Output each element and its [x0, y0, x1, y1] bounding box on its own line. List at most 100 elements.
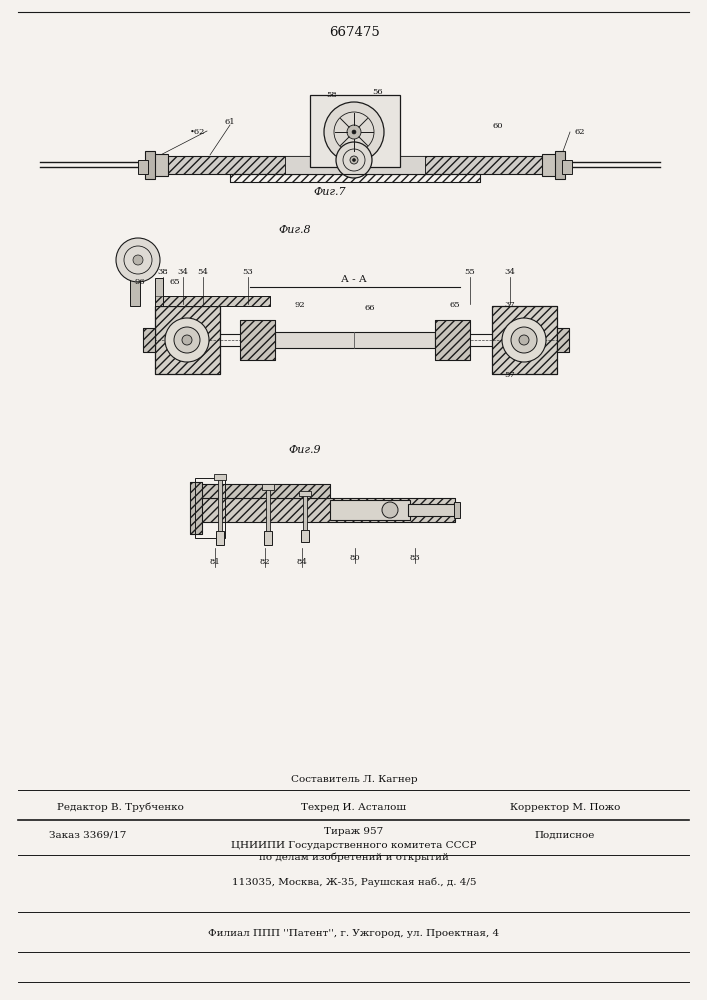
Bar [555, 151, 565, 179]
Circle shape [182, 335, 192, 345]
Circle shape [165, 318, 209, 362]
Bar [435, 320, 470, 360]
Bar [240, 320, 275, 360]
Circle shape [324, 102, 384, 162]
Circle shape [382, 502, 398, 518]
Bar [266, 486, 270, 531]
Bar [155, 306, 220, 374]
Bar [230, 174, 480, 182]
Bar [143, 328, 155, 352]
Text: Заказ 3369/17: Заказ 3369/17 [49, 830, 127, 840]
Bar [155, 296, 270, 306]
Circle shape [353, 158, 356, 161]
Bar [275, 332, 435, 348]
Text: 59: 59 [370, 114, 380, 122]
Bar [454, 502, 460, 518]
Text: 113035, Москва, Ж-35, Раушская наб., д. 4/5: 113035, Москва, Ж-35, Раушская наб., д. … [232, 877, 477, 887]
Bar [492, 306, 557, 374]
Bar [240, 320, 275, 360]
Text: 62: 62 [575, 128, 585, 136]
Text: Филиал ППП ''Патент'', г. Ужгород, ул. Проектная, 4: Филиал ППП ''Патент'', г. Ужгород, ул. П… [209, 930, 500, 938]
Text: Фиг.9: Фиг.9 [288, 445, 321, 455]
Bar [303, 492, 307, 530]
Bar [216, 531, 224, 545]
Text: 66: 66 [365, 304, 375, 312]
Bar [195, 484, 330, 498]
Bar [218, 476, 222, 531]
Circle shape [336, 142, 372, 178]
Circle shape [350, 156, 358, 164]
Bar [195, 498, 455, 522]
Text: 65: 65 [170, 278, 180, 286]
Text: 60: 60 [493, 122, 503, 130]
Bar [165, 156, 285, 174]
Text: 34: 34 [177, 268, 189, 276]
Text: 57: 57 [505, 371, 515, 379]
Text: А - А: А - А [341, 275, 367, 284]
Text: Подписное: Подписное [534, 830, 595, 840]
Bar [148, 154, 168, 176]
Text: 58: 58 [327, 91, 337, 99]
Bar [195, 498, 455, 522]
Text: Редактор В. Трубченко: Редактор В. Трубченко [57, 802, 183, 812]
Bar [195, 484, 330, 498]
Text: Техред И. Асталош: Техред И. Асталош [301, 802, 407, 812]
Bar [195, 478, 225, 538]
Text: Фиг.8: Фиг.8 [279, 225, 311, 235]
Text: 55: 55 [464, 268, 475, 276]
Circle shape [116, 238, 160, 282]
Text: 82: 82 [259, 558, 270, 566]
Bar [214, 474, 226, 480]
Bar [145, 151, 155, 179]
Bar [285, 156, 425, 174]
Text: Фиг.7: Фиг.7 [314, 187, 346, 197]
Text: Тираж 957: Тираж 957 [325, 828, 384, 836]
Text: 96: 96 [135, 278, 146, 286]
Text: по делам изобретений и открытий: по делам изобретений и открытий [259, 852, 449, 862]
Circle shape [511, 327, 537, 353]
Text: 34: 34 [505, 268, 515, 276]
Bar [230, 174, 480, 182]
Bar [264, 531, 272, 545]
Circle shape [519, 335, 529, 345]
Bar [299, 491, 311, 496]
Bar [155, 278, 163, 306]
Bar [138, 160, 148, 174]
Circle shape [133, 255, 143, 265]
Bar [143, 328, 155, 352]
Text: •62: •62 [189, 128, 205, 136]
Circle shape [174, 327, 200, 353]
Text: 53: 53 [243, 268, 253, 276]
Text: 65: 65 [450, 301, 460, 309]
Bar [435, 320, 470, 360]
Bar [542, 154, 562, 176]
Bar [557, 328, 569, 352]
Text: Составитель Л. Кагнер: Составитель Л. Кагнер [291, 776, 417, 784]
Text: 81: 81 [209, 558, 221, 566]
Bar [492, 306, 557, 374]
Bar [310, 95, 400, 167]
Text: 61: 61 [225, 118, 235, 126]
Bar [557, 328, 569, 352]
Bar [301, 530, 309, 542]
Bar [262, 484, 274, 490]
Bar [562, 160, 572, 174]
Text: ЦНИИПИ Государственного комитета СССР: ЦНИИПИ Государственного комитета СССР [231, 840, 477, 850]
Bar [155, 296, 270, 306]
Text: 80: 80 [350, 554, 361, 562]
Circle shape [502, 318, 546, 362]
Text: 83: 83 [409, 554, 421, 562]
Circle shape [352, 130, 356, 134]
Bar [155, 306, 220, 374]
Bar [165, 156, 545, 174]
Text: 667475: 667475 [329, 25, 380, 38]
Bar [130, 256, 140, 306]
Text: 56: 56 [373, 88, 383, 96]
Text: 38: 38 [158, 268, 168, 276]
Text: 92: 92 [295, 301, 305, 309]
Text: 37: 37 [505, 301, 515, 309]
Circle shape [347, 125, 361, 139]
Bar [330, 500, 410, 520]
Bar [408, 504, 456, 516]
Bar [425, 156, 545, 174]
